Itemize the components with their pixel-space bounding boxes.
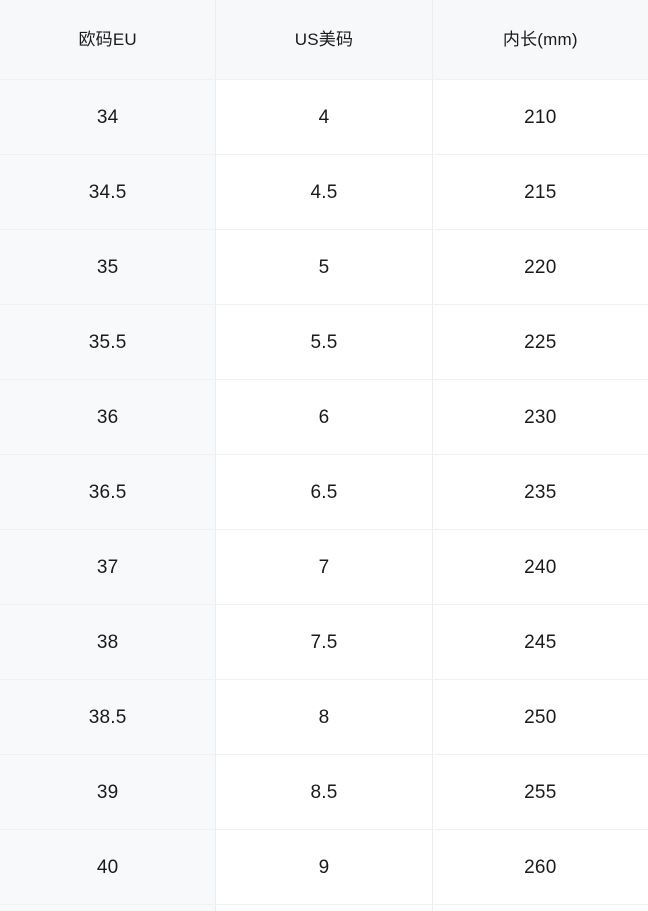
table-row-partial [0,905,648,911]
cell-eu-size: 34.5 [0,155,216,229]
cell-inner-length: 235 [431,455,648,529]
cell-us-size: 5.5 [215,305,431,379]
cell-us-size: 6 [215,380,431,454]
cell-inner-length: 210 [431,80,648,154]
table-row: 34.5 4.5 215 [0,155,648,230]
cell-eu-size: 39 [0,755,216,829]
cell-inner-length: 255 [431,755,648,829]
table-row: 35.5 5.5 225 [0,305,648,380]
cell-us-size: 8 [215,680,431,754]
cell-eu-size: 35 [0,230,216,304]
cell-us-size: 7.5 [215,605,431,679]
table-body: 34 4 210 34.5 4.5 215 35 5 220 35.5 5.5 225 36 6 230 36… [0,80,648,905]
cell-us-size: 8.5 [215,755,431,829]
table-row: 34 4 210 [0,80,648,155]
cell-us-size: 9 [215,830,431,904]
cell-inner-length: 260 [431,830,648,904]
cell-us-size: 4 [215,80,431,154]
cell-eu-size: 40 [0,830,216,904]
cell-us-size: 6.5 [215,455,431,529]
cell-inner-length: 215 [431,155,648,229]
table-row: 37 7 240 [0,530,648,605]
cell-inner-length: 240 [431,530,648,604]
table-row: 36.5 6.5 235 [0,455,648,530]
table-row: 38.5 8 250 [0,680,648,755]
cell-inner-length: 230 [431,380,648,454]
cell-inner-length [431,905,648,911]
cell-eu-size: 38.5 [0,680,216,754]
cell-us-size: 7 [215,530,431,604]
table-row: 35 5 220 [0,230,648,305]
column-header-inner-length: 内长(mm) [431,0,648,79]
cell-inner-length: 220 [431,230,648,304]
column-header-us-size: US美码 [215,0,431,79]
cell-inner-length: 225 [431,305,648,379]
cell-inner-length: 245 [431,605,648,679]
cell-eu-size: 36.5 [0,455,216,529]
cell-eu-size: 36 [0,380,216,454]
table-row: 39 8.5 255 [0,755,648,830]
table-row: 38 7.5 245 [0,605,648,680]
cell-inner-length: 250 [431,680,648,754]
table-row: 40 9 260 [0,830,648,905]
column-header-eu-size: 欧码EU [78,30,137,49]
cell-eu-size: 35.5 [0,305,216,379]
cell-eu-size: 34 [0,80,216,154]
cell-eu-size: 37 [0,530,216,604]
cell-us-size: 5 [215,230,431,304]
table-header-row: 欧码EU US美码 内长(mm) [0,0,648,80]
cell-us-size [215,905,431,911]
table-row: 36 6 230 [0,380,648,455]
cell-us-size: 4.5 [215,155,431,229]
cell-eu-size: 38 [0,605,216,679]
cell-eu-size [0,905,216,911]
